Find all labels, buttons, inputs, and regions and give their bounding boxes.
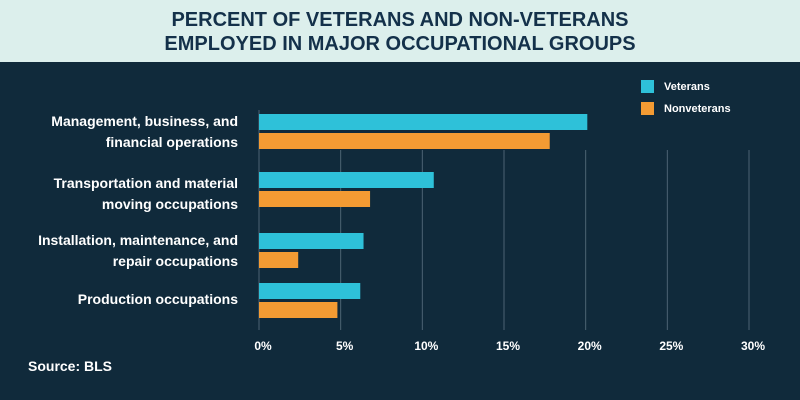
x-tick-label: 15% bbox=[496, 339, 520, 353]
bar bbox=[259, 172, 434, 188]
category-label: Transportation and material moving occup… bbox=[53, 175, 238, 212]
bar bbox=[259, 133, 550, 149]
x-tick-label: 30% bbox=[741, 339, 765, 353]
x-tick-label: 5% bbox=[336, 339, 354, 353]
bar bbox=[259, 233, 364, 249]
x-tick-label: 25% bbox=[659, 339, 683, 353]
legend-label: Nonveterans bbox=[664, 103, 731, 115]
legend-label: Veterans bbox=[664, 81, 710, 93]
x-tick-label: 0% bbox=[254, 339, 272, 353]
bar bbox=[259, 252, 299, 268]
bar bbox=[259, 191, 371, 207]
category-label: Production occupations bbox=[77, 291, 238, 307]
bar bbox=[259, 283, 361, 299]
x-tick-label: 10% bbox=[414, 339, 438, 353]
category-label: Management, business, and financial oper… bbox=[51, 113, 238, 150]
chart-title: PERCENT OF VETERANS AND NON-VETERANS EMP… bbox=[164, 9, 636, 55]
bar bbox=[259, 302, 338, 318]
x-tick-label: 20% bbox=[578, 339, 602, 353]
category-label: Installation, maintenance, and repair oc… bbox=[38, 232, 238, 269]
title-band bbox=[0, 0, 800, 62]
bar bbox=[259, 114, 588, 130]
legend-swatch bbox=[641, 80, 654, 93]
legend-swatch bbox=[641, 102, 654, 115]
source: Source: BLS bbox=[28, 358, 113, 374]
